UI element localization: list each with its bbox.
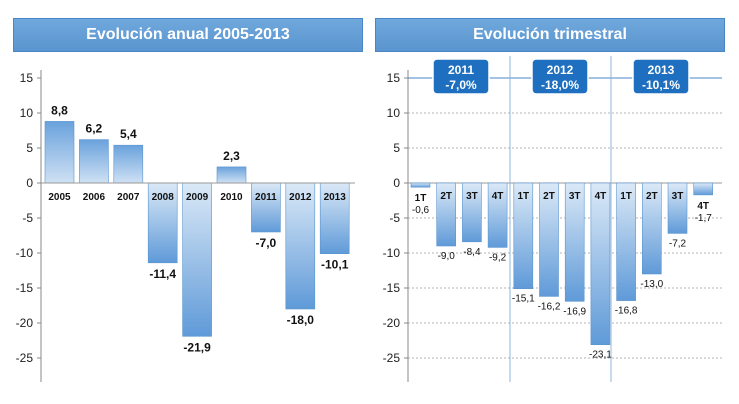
quarterly-value-label: -23,1 bbox=[589, 350, 612, 361]
quarterly-category-label: 4T bbox=[492, 191, 504, 202]
annual-y-tick-label: -20 bbox=[16, 316, 34, 330]
quarterly-year-box bbox=[432, 58, 490, 95]
quarterly-bar bbox=[539, 182, 559, 297]
annual-value-label: 2,3 bbox=[223, 149, 240, 163]
annual-category-label: 2007 bbox=[117, 192, 140, 203]
quarterly-y-tick-label: 10 bbox=[387, 106, 401, 120]
quarterly-year-label: 2013 bbox=[648, 63, 675, 77]
annual-value-label: -11,4 bbox=[149, 267, 176, 281]
quarterly-y-tick-label: 5 bbox=[393, 141, 400, 155]
annual-category-label: 2008 bbox=[152, 192, 175, 203]
quarterly-value-label: -16,2 bbox=[538, 301, 561, 312]
quarterly-value-label: -13,0 bbox=[640, 279, 663, 290]
quarterly-value-label: -7,2 bbox=[669, 238, 687, 249]
annual-y-tick-label: -10 bbox=[16, 246, 34, 260]
annual-bar bbox=[44, 121, 75, 184]
quarterly-bar bbox=[564, 182, 585, 302]
annual-category-label: 2006 bbox=[83, 192, 106, 203]
quarterly-value-label: -15,1 bbox=[512, 294, 535, 305]
quarterly-bar bbox=[462, 182, 482, 243]
annual-value-label: -21,9 bbox=[183, 340, 211, 354]
quarterly-y-tick-label: -10 bbox=[383, 246, 401, 260]
annual-bar bbox=[182, 182, 212, 337]
annual-y-tick-label: 15 bbox=[20, 71, 34, 85]
quarterly-value-label: -16,9 bbox=[563, 306, 586, 317]
annual-y-tick-label: -25 bbox=[16, 351, 34, 365]
quarterly-category-label: 1T bbox=[517, 191, 529, 202]
quarterly-value-label: -9,0 bbox=[438, 251, 456, 262]
annual-value-label: 6,2 bbox=[86, 122, 103, 136]
annual-category-label: 2011 bbox=[255, 192, 277, 203]
annual-bar-chart: 15 10 5 0 -5 -10 -15 -20 -25 2005 8,8 2006 6,2 2007 5,… bbox=[16, 70, 355, 382]
quarterly-value-label: -1,7 bbox=[695, 213, 713, 224]
annual-category-label: 2012 bbox=[289, 192, 312, 203]
annual-category-label: 2005 bbox=[48, 192, 71, 203]
annual-value-label: -18,0 bbox=[287, 313, 315, 327]
quarterly-value-label: -0,6 bbox=[412, 205, 430, 216]
quarterly-value-label: -16,8 bbox=[615, 306, 638, 317]
quarterly-category-label: 4T bbox=[595, 191, 607, 202]
quarterly-y-tick-label: -25 bbox=[383, 351, 401, 365]
annual-bar bbox=[113, 144, 144, 184]
annual-bar bbox=[319, 182, 350, 254]
annual-chart-title: Evolución anual 2005-2013 bbox=[13, 18, 363, 52]
quarterly-bar bbox=[436, 182, 457, 247]
quarterly-y-tick-label: -5 bbox=[389, 211, 400, 225]
annual-y-tick-label: -15 bbox=[16, 281, 34, 295]
quarterly-y-tick-label: -20 bbox=[383, 316, 401, 330]
quarterly-category-label: 3T bbox=[672, 191, 684, 202]
quarterly-category-label: 3T bbox=[466, 191, 478, 202]
quarterly-category-label: 3T bbox=[569, 191, 581, 202]
quarterly-year-box bbox=[531, 58, 589, 95]
quarterly-category-label: 1T bbox=[620, 191, 632, 202]
annual-value-label: 8,8 bbox=[51, 103, 68, 117]
annual-bar bbox=[147, 182, 178, 264]
quarterly-category-label: 2T bbox=[646, 191, 658, 202]
annual-value-label: -7,0 bbox=[256, 236, 277, 250]
quarterly-year-box bbox=[632, 58, 690, 95]
quarterly-bar bbox=[487, 182, 508, 248]
quarterly-bar bbox=[590, 182, 611, 345]
annual-y-tick-label: 0 bbox=[26, 176, 33, 190]
quarterly-year-total: -10,1% bbox=[642, 78, 680, 92]
annual-bar bbox=[216, 166, 247, 184]
quarterly-year-label: 2011 bbox=[448, 63, 474, 77]
annual-y-tick-label: 5 bbox=[26, 141, 33, 155]
quarterly-bar bbox=[693, 182, 714, 196]
quarterly-chart-title: Evolución trimestral bbox=[375, 18, 725, 52]
quarterly-year-total: -18,0% bbox=[541, 78, 579, 92]
quarterly-category-label: 4T bbox=[697, 201, 709, 212]
quarterly-bar bbox=[641, 182, 662, 275]
quarterly-value-label: -9,2 bbox=[489, 252, 507, 263]
quarterly-year-label: 2012 bbox=[547, 63, 574, 77]
quarterly-y-tick-label: 15 bbox=[387, 71, 401, 85]
quarterly-year-total: -7,0% bbox=[445, 78, 477, 92]
annual-bar bbox=[251, 182, 281, 233]
quarterly-category-label: 2T bbox=[543, 191, 555, 202]
annual-category-label: 2013 bbox=[324, 192, 347, 203]
quarterly-category-label: 2T bbox=[440, 191, 452, 202]
quarterly-bar-chart: 151050-5-10-15-20-251T-0,62T-9,03T-8,44T… bbox=[383, 56, 722, 382]
quarterly-bar bbox=[410, 182, 431, 188]
quarterly-bar bbox=[616, 182, 636, 301]
quarterly-y-tick-label: -15 bbox=[383, 281, 401, 295]
annual-bar bbox=[79, 139, 109, 184]
quarterly-value-label: -8,4 bbox=[463, 247, 481, 258]
annual-y-tick-label: 10 bbox=[20, 106, 34, 120]
quarterly-y-tick-label: 0 bbox=[393, 176, 400, 190]
annual-category-label: 2010 bbox=[220, 192, 243, 203]
quarterly-category-label: 1T bbox=[415, 193, 427, 204]
annual-category-label: 2009 bbox=[186, 192, 209, 203]
quarterly-bar bbox=[513, 182, 534, 289]
annual-value-label: 5,4 bbox=[120, 127, 137, 141]
annual-value-label: -10,1 bbox=[321, 258, 349, 272]
annual-bar bbox=[285, 182, 316, 310]
annual-y-tick-label: -5 bbox=[22, 211, 33, 225]
quarterly-bar bbox=[667, 182, 688, 234]
